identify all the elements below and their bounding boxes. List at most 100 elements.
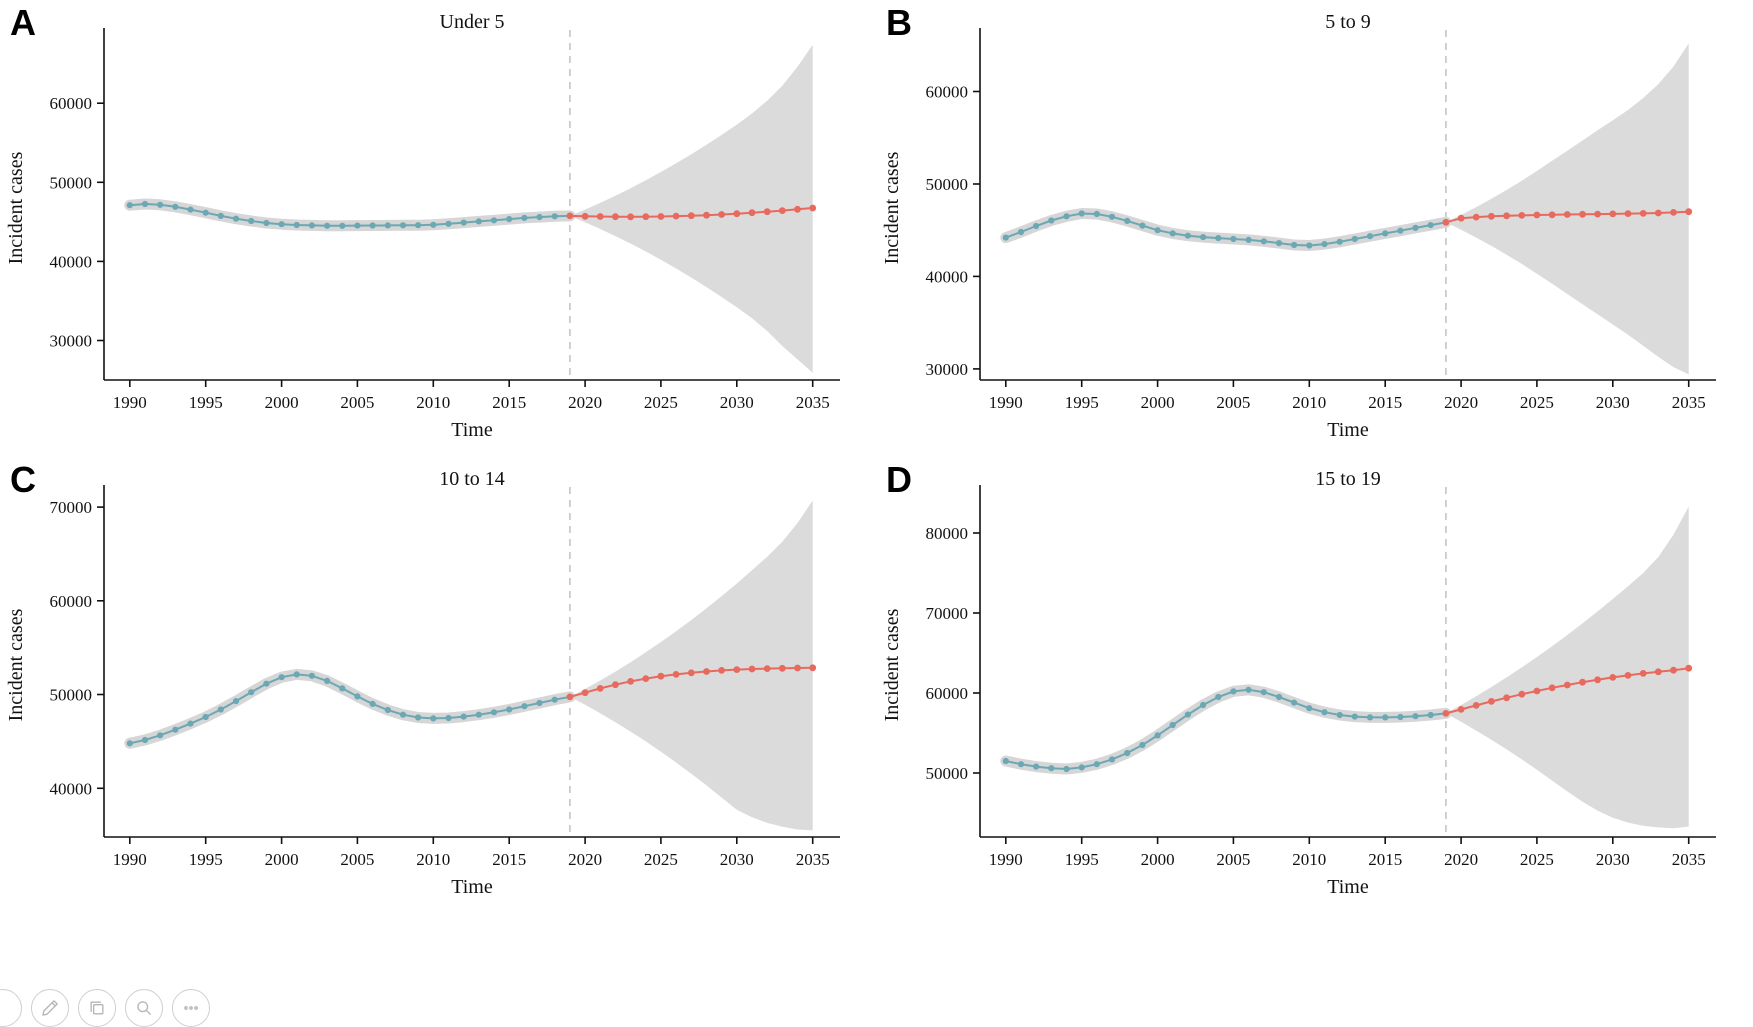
forecast-point	[778, 664, 786, 672]
observed-point	[1184, 711, 1191, 718]
x-tick-label: 2025	[644, 393, 678, 412]
observed-point	[339, 685, 346, 692]
ci-band	[1445, 43, 1689, 375]
zoom-icon	[137, 1001, 151, 1015]
panel-letter: A	[10, 2, 36, 43]
y-axis-label: Incident cases	[5, 151, 27, 264]
y-tick-label: 50000	[50, 173, 93, 192]
forecast-point	[612, 681, 619, 689]
forecast-point	[703, 668, 710, 675]
ci-band	[569, 44, 813, 373]
x-tick-label: 2015	[1368, 393, 1402, 412]
forecast-point	[1609, 674, 1617, 681]
observed-point	[126, 202, 133, 209]
x-tick-label: 2000	[265, 850, 299, 869]
observed-point	[1366, 233, 1374, 240]
observed-point	[384, 706, 391, 714]
observed-point	[293, 671, 300, 678]
chart-svg: 50000 60000 70000 80000 1990 1995 2000 2005 2010…	[881, 468, 1716, 898]
forecast-point	[581, 212, 589, 220]
observed-point	[1184, 232, 1191, 239]
x-tick-label: 2035	[1672, 393, 1706, 412]
observed-point	[1321, 709, 1328, 716]
y-tick-label: 50000	[50, 686, 93, 705]
observed-point	[1139, 222, 1146, 229]
observed-point	[536, 699, 543, 707]
forecast-point	[1503, 694, 1510, 702]
observed-point	[1397, 227, 1404, 234]
x-tick-label: 1990	[989, 393, 1023, 412]
forecast-point	[1518, 690, 1526, 698]
observed-point	[1063, 765, 1070, 773]
observed-point	[1291, 241, 1298, 249]
observed-point	[1139, 741, 1146, 749]
x-tick-label: 2015	[1368, 850, 1402, 869]
observed-point	[339, 222, 346, 229]
observed-point	[141, 200, 149, 208]
y-tick-label: 30000	[926, 360, 969, 379]
observed-point	[415, 714, 422, 721]
observed-point	[217, 706, 224, 713]
observed-point	[490, 709, 498, 716]
forecast-point	[1488, 698, 1495, 705]
forecast-point	[1442, 218, 1450, 226]
x-tick-label: 2005	[1216, 850, 1250, 869]
observed-point	[415, 222, 422, 229]
forecast-point	[672, 671, 680, 678]
forecast-point	[642, 213, 650, 221]
figure-toolbar	[0, 989, 210, 1027]
observed-point	[1260, 689, 1267, 696]
copy-button[interactable]	[78, 989, 116, 1027]
more-button[interactable]	[172, 989, 210, 1027]
forecast-point	[794, 664, 801, 672]
edit-button[interactable]	[31, 989, 69, 1027]
observed-point	[1382, 230, 1389, 237]
x-tick-label: 2015	[492, 393, 526, 412]
y-tick-label: 60000	[50, 94, 93, 113]
x-tick-label: 1990	[989, 850, 1023, 869]
observed-point	[475, 711, 482, 718]
observed-point	[1124, 217, 1131, 224]
forecast-point	[1670, 666, 1677, 674]
forecast-point	[1442, 710, 1450, 717]
observed-point	[1154, 732, 1161, 739]
cropped-button[interactable]	[0, 989, 22, 1027]
observed-point	[308, 672, 315, 679]
chart-panel-c: C 40000 50000 60000 70000 1990 1995 2000 2005 20…	[0, 457, 876, 914]
observed-point	[430, 221, 437, 228]
x-tick-label: 2010	[1292, 393, 1326, 412]
observed-point	[1351, 235, 1358, 243]
forecast-point	[1533, 687, 1541, 695]
y-axis-label: Incident cases	[5, 608, 27, 721]
forecast-point	[763, 208, 771, 216]
y-tick-label: 50000	[926, 764, 969, 783]
forecast-point	[794, 205, 801, 213]
x-tick-label: 2020	[1444, 850, 1478, 869]
x-tick-label: 2030	[720, 393, 754, 412]
y-tick-label: 60000	[926, 684, 969, 703]
forecast-point	[1639, 210, 1647, 217]
x-tick-label: 1995	[189, 850, 223, 869]
observed-point	[1427, 711, 1434, 719]
forecast-point	[1488, 212, 1495, 220]
observed-point	[157, 201, 164, 208]
zoom-button[interactable]	[125, 989, 163, 1027]
observed-point	[1078, 210, 1085, 217]
x-tick-label: 2020	[568, 393, 602, 412]
forecast-point	[1457, 214, 1465, 222]
forecast-point	[672, 212, 680, 220]
observed-point	[248, 689, 255, 696]
edit-icon	[42, 1000, 58, 1016]
x-tick-label: 2025	[1520, 850, 1554, 869]
x-tick-label: 1995	[1065, 393, 1099, 412]
figure-grid: A 30000 40000 50000 60000 1990 1995 2000 2005 20…	[0, 2, 1716, 914]
forecast-point	[596, 685, 604, 692]
panel-letter: D	[886, 459, 912, 500]
chart-title: Under 5	[440, 11, 505, 33]
observed-point	[430, 715, 437, 722]
observed-point	[460, 219, 467, 226]
forecast-point	[581, 689, 589, 697]
observed-point	[1108, 213, 1116, 220]
copy-icon	[90, 1001, 104, 1015]
x-tick-label: 2020	[1444, 393, 1478, 412]
